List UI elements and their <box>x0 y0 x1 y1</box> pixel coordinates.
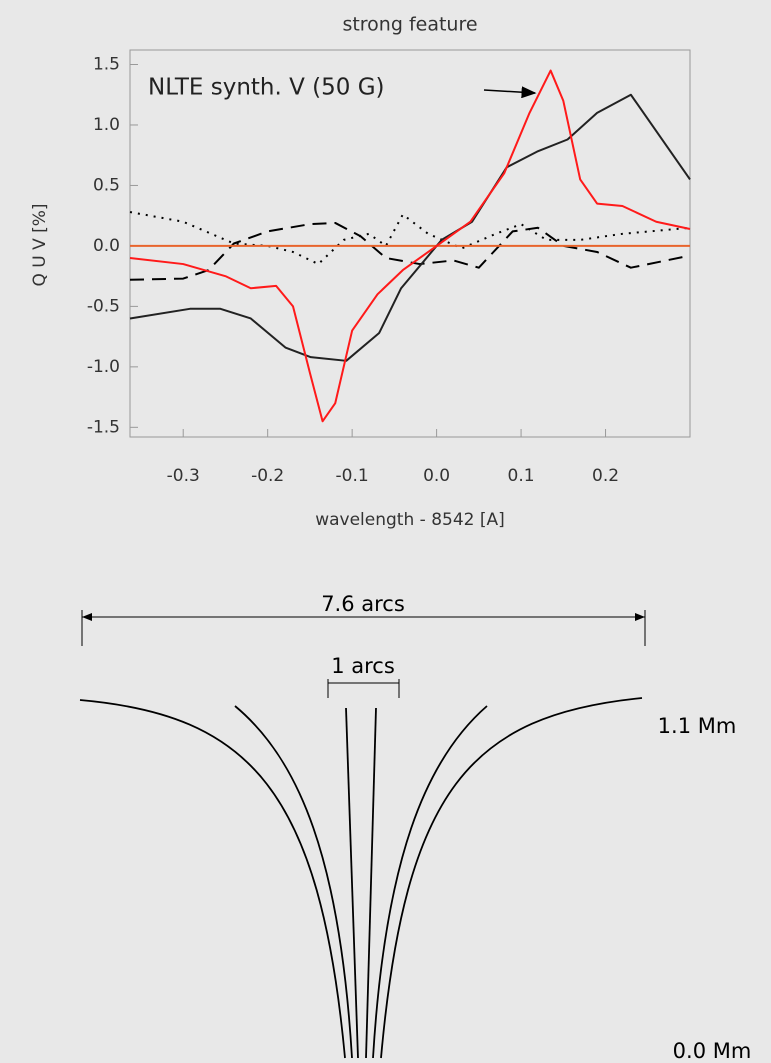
data-line <box>129 93 691 362</box>
bottom-height-label: 0.0 Mm <box>673 1039 752 1063</box>
field-line <box>79 699 346 1059</box>
plot-frame <box>129 49 691 438</box>
field-line <box>234 705 353 1059</box>
y-tick-label: 0.0 <box>93 236 120 256</box>
x-tick-label: 0.1 <box>508 466 535 486</box>
x-tick-label: -0.3 <box>167 466 200 486</box>
x-tick-label: 0.2 <box>592 466 619 486</box>
y-tick-label: -1.5 <box>87 417 120 437</box>
annotation-arrow <box>483 86 537 99</box>
field-line <box>345 707 359 1059</box>
y-tick-label: -0.5 <box>87 296 120 316</box>
y-tick-label: 1.5 <box>93 55 120 75</box>
y-axis-label: Q U V [%] <box>30 203 50 286</box>
inner-dimension <box>327 679 400 698</box>
x-axis-label: wavelength - 8542 [A] <box>315 510 505 530</box>
diagram: 7.6 arcs 1 arcs 1.1 Mm 0.0 Mm <box>79 592 752 1063</box>
y-tick-label: 0.5 <box>93 175 120 195</box>
top-height-label: 1.1 Mm <box>658 714 737 738</box>
y-tick-label: 1.0 <box>93 115 120 135</box>
inner-label: 1 arcs <box>331 654 395 678</box>
field-line <box>365 707 377 1059</box>
field-line <box>380 697 643 1059</box>
x-tick-label: -0.2 <box>251 466 284 486</box>
width-dimension <box>81 610 646 646</box>
y-tick-label: -1.0 <box>87 357 120 377</box>
chart-title: strong feature <box>342 14 477 36</box>
annotation: NLTE synth. V (50 G) <box>148 75 385 101</box>
data-line <box>129 221 691 281</box>
x-tick-label: 0.0 <box>423 466 450 486</box>
data-line <box>129 69 691 423</box>
chart: strong feature wavelength - 8542 [A] Q U… <box>30 14 691 530</box>
width-label: 7.6 arcs <box>321 592 405 616</box>
x-tick-label: -0.1 <box>336 466 369 486</box>
field-line <box>372 705 488 1059</box>
